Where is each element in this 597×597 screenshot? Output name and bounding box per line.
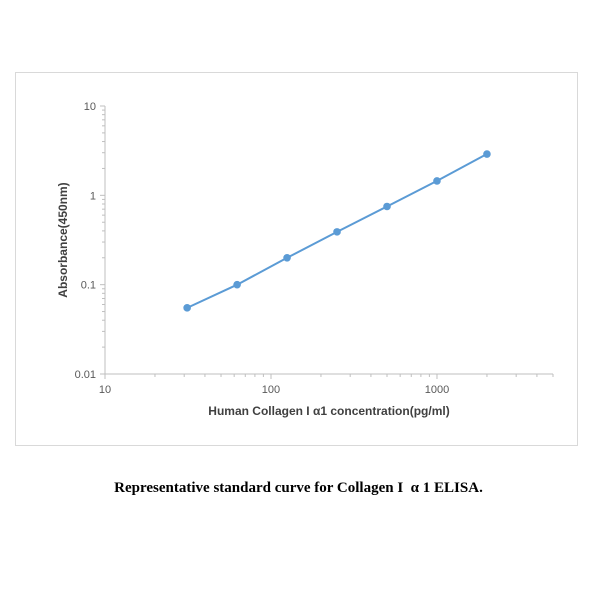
ticks: 10 100 1000 0.01 0.1 1 10 — [75, 101, 554, 396]
series — [183, 150, 491, 312]
x-tick-label: 100 — [262, 384, 280, 396]
data-point — [233, 280, 241, 289]
data-point — [333, 228, 341, 236]
y-tick-label: 1 — [90, 190, 96, 202]
data-point — [283, 253, 291, 262]
data-point — [483, 150, 491, 158]
x-tick-label: 10 — [99, 384, 111, 396]
data-point — [183, 304, 191, 312]
figure-caption: Representative standard curve for Collag… — [114, 480, 483, 496]
y-tick-label: 10 — [84, 101, 96, 113]
y-tick-label: 0.1 — [81, 280, 96, 292]
axes — [104, 106, 553, 375]
data-point — [383, 202, 391, 211]
x-axis-title: Human Collagen I α1 concentration(pg/ml) — [208, 404, 449, 418]
data-point — [433, 177, 441, 185]
y-axis-title: Absorbance(450nm) — [56, 182, 70, 297]
y-tick-label: 0.01 — [75, 369, 96, 381]
x-tick-label: 1000 — [425, 384, 449, 396]
chart-frame — [15, 72, 578, 446]
